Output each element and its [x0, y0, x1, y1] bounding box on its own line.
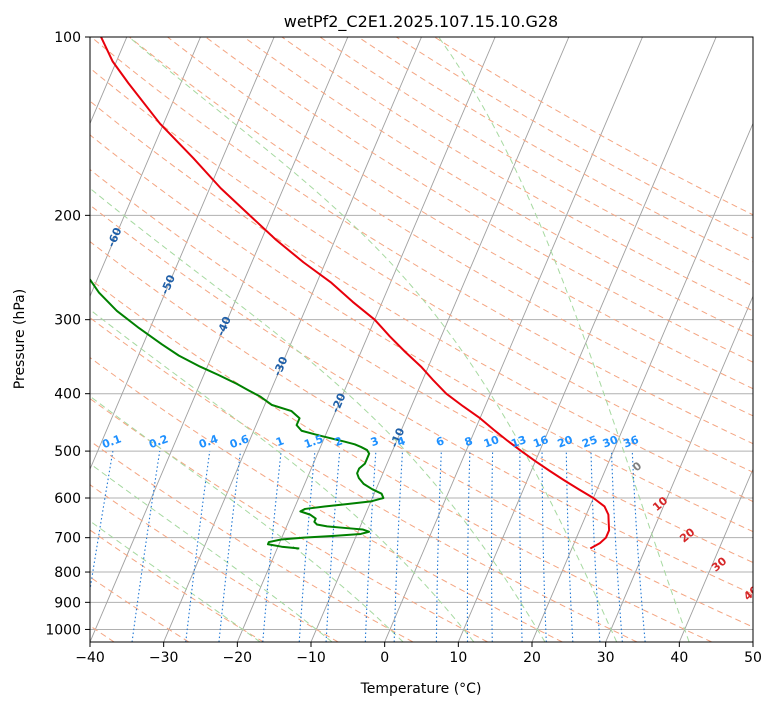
y-axis: 100 200 300 400 500 600 700 800 900 1000 — [45, 30, 90, 638]
isotherm-40 — [678, 467, 753, 642]
moist-adiabats — [90, 37, 690, 642]
dry-adiabat-0 — [90, 440, 414, 642]
y-tick-label: 500 — [54, 444, 81, 460]
x-tick-label: −30 — [149, 650, 179, 666]
isotherm-label: -80 — [0, 129, 18, 153]
dry-adiabat-20 — [90, 356, 563, 642]
x-axis-label: Temperature (°C) — [360, 681, 482, 697]
dry-adiabat-130 — [167, 37, 753, 390]
isotherm--60 — [90, 37, 201, 298]
mixing-ratio-label: 0.6 — [228, 432, 251, 451]
temperature-profile — [100, 37, 611, 550]
x-tick-label: 20 — [523, 650, 541, 666]
mixing-ratio-label: 10 — [482, 433, 501, 451]
plot-background — [90, 37, 753, 642]
mixing-ratio-line-0.4 — [185, 451, 211, 642]
mixing-ratio-label: 3 — [369, 434, 381, 449]
sounding-series — [90, 37, 611, 550]
isotherm--40 — [90, 37, 349, 642]
isotherm--50 — [90, 37, 275, 471]
mixing-ratio-label: 8 — [463, 434, 475, 449]
mixing-ratio-label: 6 — [434, 434, 446, 449]
dry-adiabat-60 — [90, 204, 753, 595]
moist-adiabat-30 — [128, 37, 618, 642]
mixing-ratio-label: 2 — [333, 434, 345, 449]
plot-frame — [89, 36, 754, 643]
mixing-ratio-line-0.6 — [218, 451, 242, 642]
mixing-ratio-label: 20 — [556, 433, 575, 451]
moist-adiabat--20 — [90, 520, 261, 642]
moist-adiabat-0 — [90, 395, 404, 642]
plot-area: -100-90-80-70-60-50-40-30-20-100.10.20.4… — [0, 37, 761, 642]
y-tick-label: 100 — [54, 30, 81, 46]
y-tick-label: 200 — [54, 208, 81, 224]
mixing-ratio-label: 4 — [395, 434, 407, 449]
dry-adiabat-100 — [90, 67, 753, 473]
dewpoint-profile — [90, 277, 385, 550]
y-tick-label: 800 — [54, 565, 81, 581]
y-axis-label: Pressure (hPa) — [12, 289, 28, 389]
y-tick-label: 400 — [54, 387, 81, 403]
y-tick-label: 700 — [54, 531, 81, 547]
isotherm-10 — [457, 37, 717, 642]
y-tick-label: 1000 — [45, 622, 81, 638]
mixing-ratio-line-0.1 — [90, 451, 114, 594]
x-tick-label: 10 — [449, 650, 467, 666]
dry-adiabat-90 — [90, 100, 753, 503]
dry-adiabat-30 — [90, 317, 638, 642]
x-tick-label: −20 — [223, 650, 253, 666]
dry-adiabat-140 — [205, 37, 753, 363]
dry-adiabat-150 — [243, 37, 753, 337]
x-tick-label: 40 — [670, 650, 688, 666]
isotherm-30 — [605, 295, 753, 642]
x-tick-label: 30 — [597, 650, 615, 666]
dry-adiabats — [90, 37, 753, 642]
y-tick-label: 900 — [54, 595, 81, 611]
dry-adiabat-label: 40 — [741, 583, 761, 603]
x-tick-label: 50 — [744, 650, 762, 666]
isotherm--30 — [163, 37, 422, 642]
mixing-ratio-label: 1.5 — [302, 432, 325, 451]
mixing-ratio-label: 25 — [580, 433, 599, 450]
x-axis: −40 −30 −20 −10 0 10 20 30 40 50 — [75, 642, 762, 666]
y-tick-label: 600 — [54, 491, 81, 507]
mixing-ratio-label: 16 — [531, 433, 550, 451]
isotherm-50 — [752, 640, 753, 642]
isotherm--20 — [236, 37, 496, 642]
mixing-ratio-label: 30 — [601, 433, 620, 451]
mixing-ratio-lines — [90, 451, 646, 642]
mixing-ratio-line-0.2 — [131, 451, 161, 642]
mixing-ratio-label: 0.1 — [100, 432, 123, 451]
isobar-grid — [90, 37, 753, 630]
moist-adiabat--10 — [90, 463, 333, 642]
isotherm-20 — [531, 122, 753, 642]
isotherm-0 — [384, 37, 643, 642]
mixing-ratio-label: 13 — [509, 433, 528, 450]
dry-adiabat-160 — [281, 37, 753, 312]
dry-adiabat-120 — [129, 37, 753, 417]
chart-title: wetPf2_C2E1.2025.107.15.10.G28 — [284, 12, 558, 32]
isotherm-label: -70 — [52, 176, 72, 200]
y-tick-label: 300 — [54, 313, 81, 329]
dry-adiabat-110 — [90, 37, 753, 445]
x-tick-label: 0 — [380, 650, 389, 666]
x-tick-label: −10 — [296, 650, 326, 666]
x-tick-label: −40 — [75, 650, 105, 666]
mixing-ratio-label: 36 — [622, 433, 641, 451]
mixing-ratio-label: 1 — [274, 434, 286, 449]
dry-adiabat-80 — [90, 134, 753, 533]
mixing-ratio-label: 0.4 — [197, 432, 220, 451]
dry-adiabat-50 — [90, 241, 753, 628]
dry-adiabat-70 — [90, 168, 753, 564]
moist-adiabat-20 — [90, 187, 546, 642]
dry-adiabat--10 — [90, 484, 339, 642]
mixing-ratio-label: 0.2 — [147, 432, 170, 451]
